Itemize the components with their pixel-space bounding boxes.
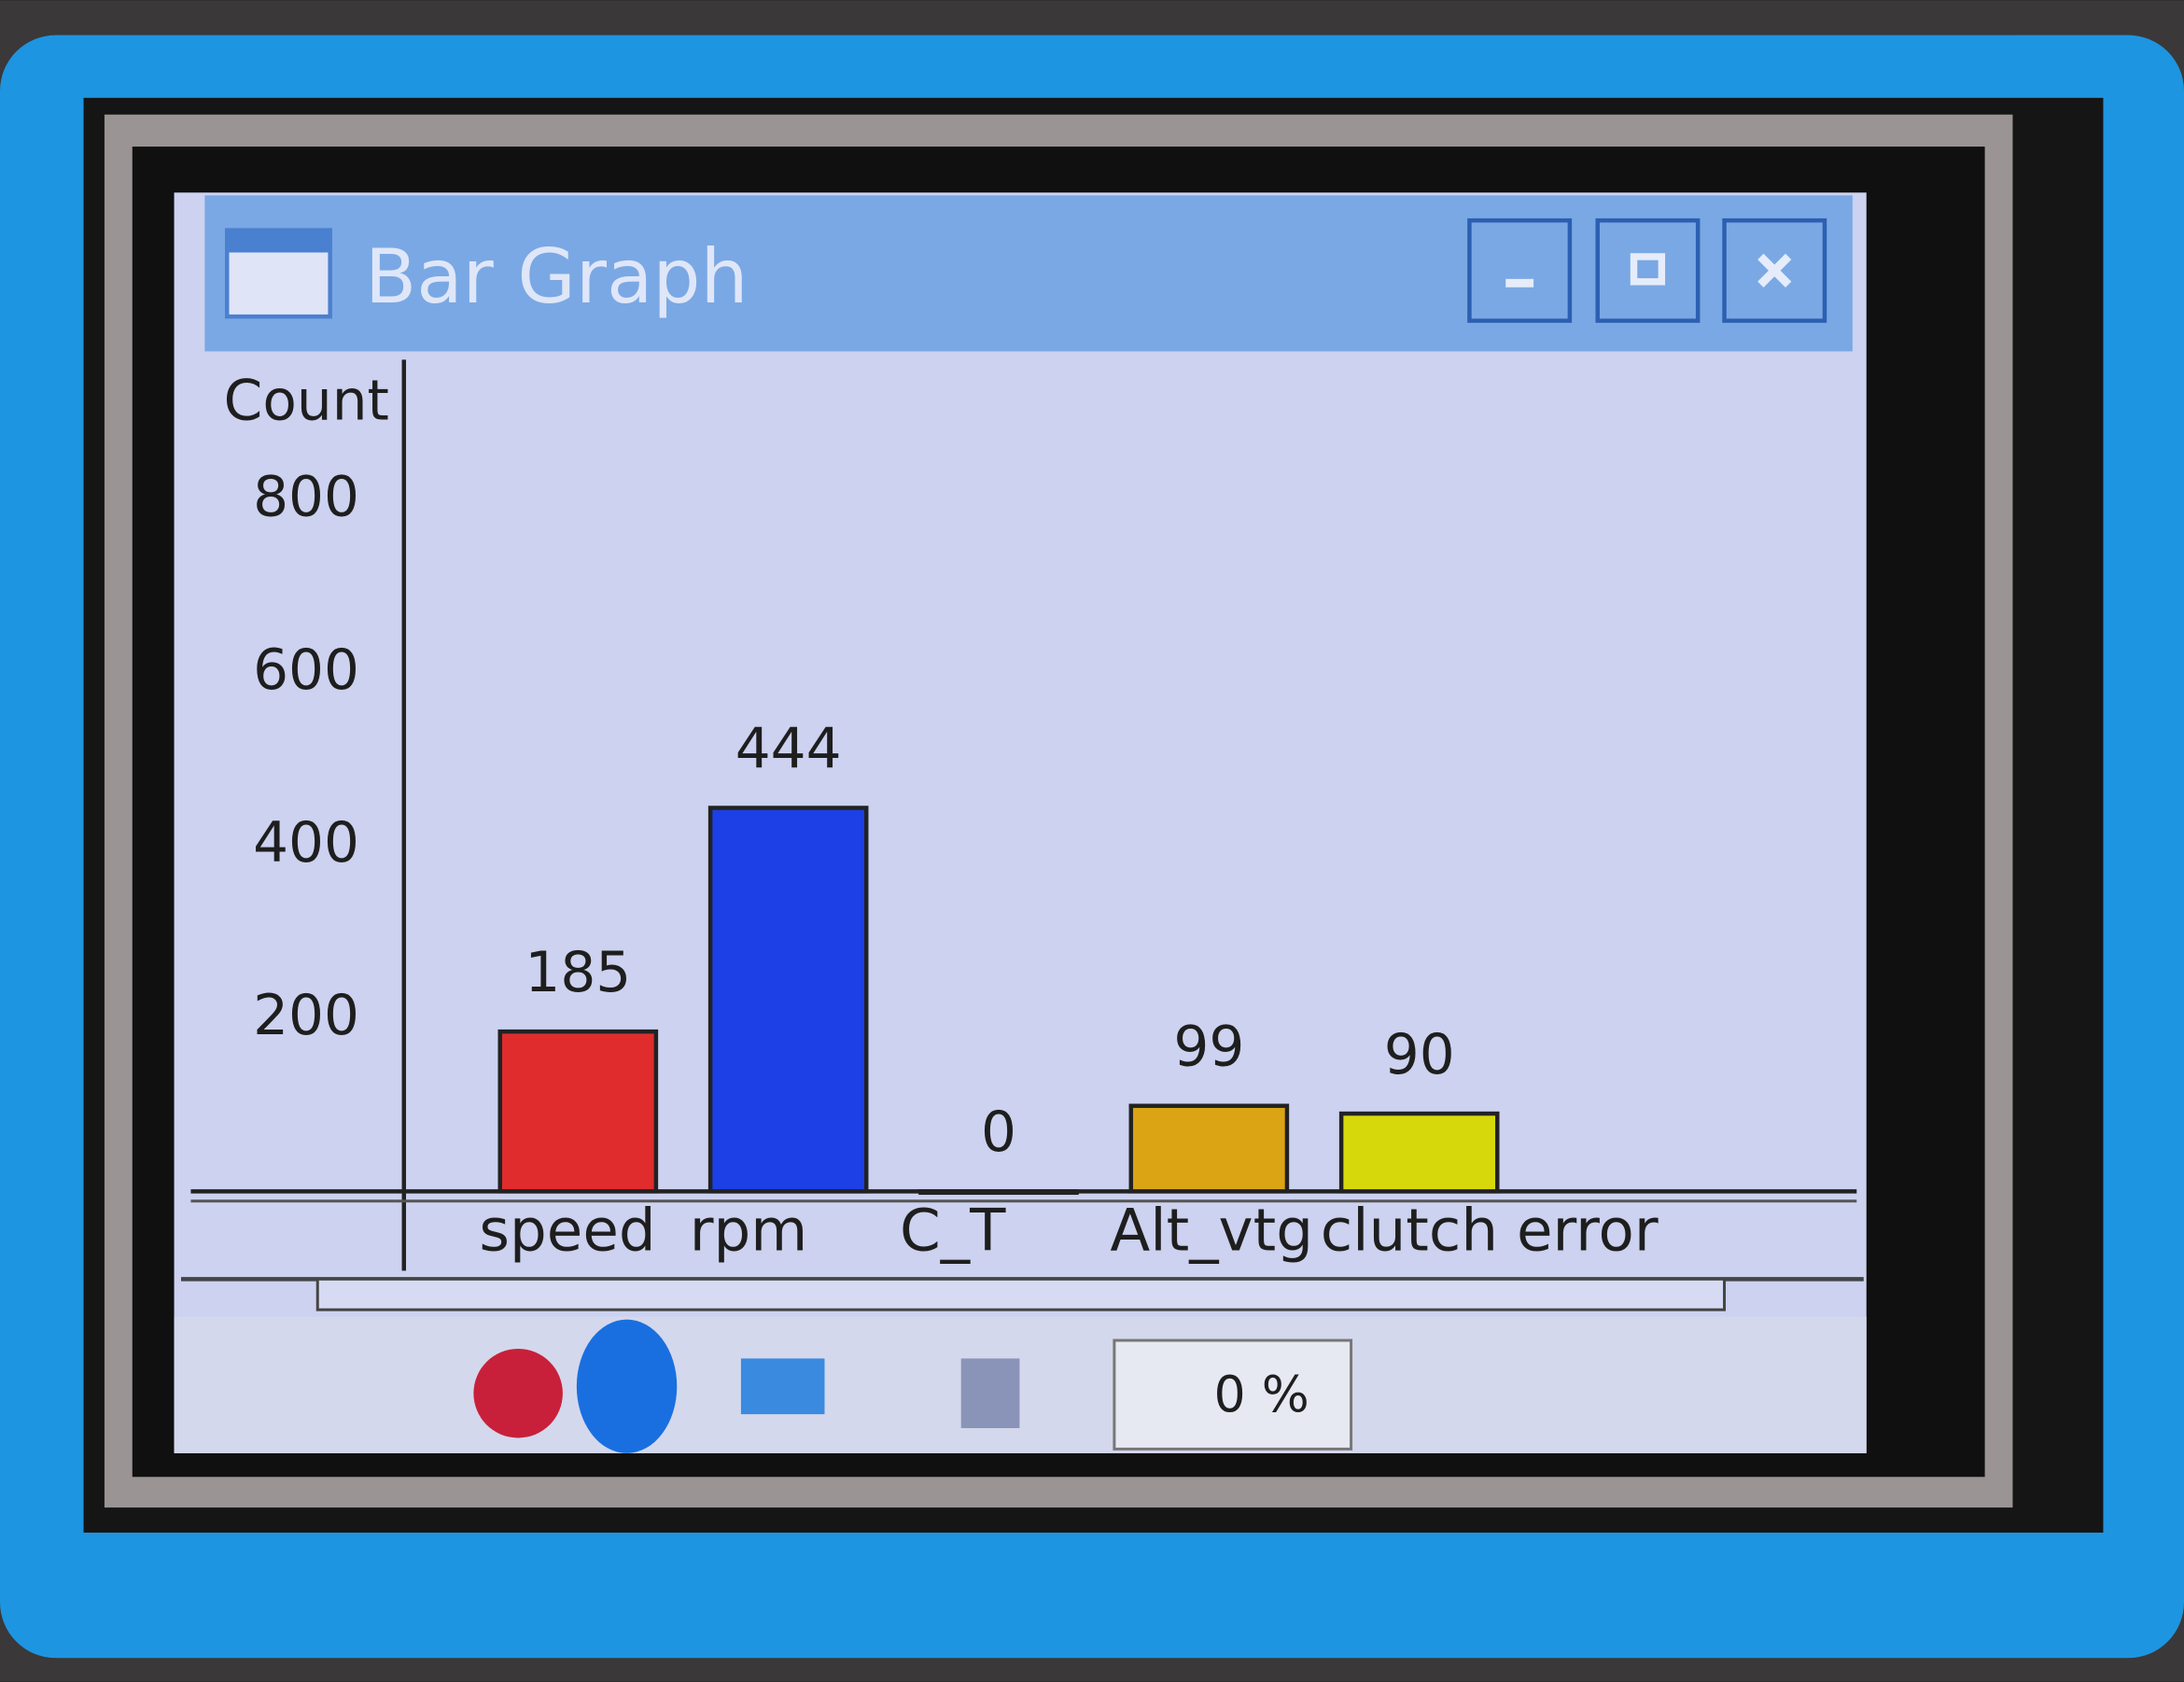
maximize-button[interactable] — [1595, 217, 1701, 323]
minimize-icon — [1505, 278, 1534, 287]
cpu-usage: 0 % — [1214, 1365, 1309, 1423]
volume-icon[interactable] — [960, 1358, 1020, 1429]
title-bar — [204, 195, 1853, 352]
x-tick-label: clutch error — [1321, 1197, 1659, 1265]
network-icon[interactable] — [740, 1358, 825, 1415]
bar — [918, 1189, 1079, 1196]
maximize-icon — [1630, 253, 1666, 286]
cpu-monitor — [1113, 1339, 1353, 1451]
bar — [1128, 1103, 1290, 1194]
y-tick-label: 200 — [253, 984, 359, 1048]
value-label: 444 — [735, 717, 842, 781]
minimize-button[interactable] — [1467, 217, 1573, 323]
close-icon — [1757, 253, 1792, 287]
y-tick-label: 600 — [253, 638, 359, 703]
x-tick-label: Alt_vtg — [1110, 1197, 1313, 1265]
close-button[interactable] — [1722, 217, 1827, 323]
x-tick-label: speed — [479, 1197, 655, 1265]
y-tick-label: 800 — [253, 466, 359, 530]
scrollbar[interactable] — [315, 1277, 1727, 1311]
x-tick-label: C_T — [900, 1197, 1006, 1265]
value-label: 99 — [1173, 1016, 1244, 1080]
window-title: Bar Graph — [365, 233, 749, 321]
raspberry-menu-icon[interactable] — [473, 1348, 563, 1438]
bar — [497, 1029, 659, 1194]
bar — [707, 806, 869, 1194]
bluetooth-icon[interactable] — [576, 1319, 678, 1453]
taskbar — [174, 1316, 1867, 1453]
value-label: 0 — [981, 1100, 1016, 1165]
x-tick-label: rpm — [690, 1197, 808, 1265]
value-label: 185 — [525, 941, 631, 1005]
screen — [174, 192, 1867, 1453]
window-icon-bar — [227, 230, 330, 253]
y-tick-label: 400 — [253, 811, 359, 876]
bar — [1338, 1111, 1500, 1194]
value-label: 90 — [1384, 1023, 1455, 1087]
y-axis-label: Count — [224, 370, 389, 434]
